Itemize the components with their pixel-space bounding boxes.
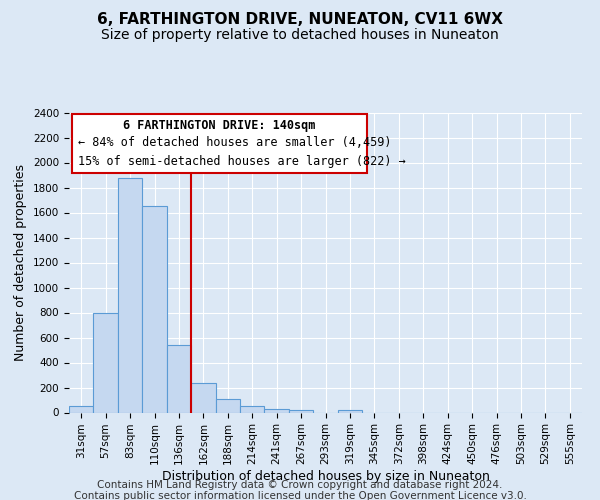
Bar: [191, 383, 215, 412]
Text: 6 FARTHINGTON DRIVE: 140sqm: 6 FARTHINGTON DRIVE: 140sqm: [123, 120, 315, 132]
Bar: [338, 410, 362, 412]
Text: 6, FARTHINGTON DRIVE, NUNEATON, CV11 6WX: 6, FARTHINGTON DRIVE, NUNEATON, CV11 6WX: [97, 12, 503, 28]
Bar: [142, 206, 167, 412]
Bar: [118, 178, 142, 412]
X-axis label: Distribution of detached houses by size in Nuneaton: Distribution of detached houses by size …: [161, 470, 490, 483]
Bar: [94, 312, 118, 412]
Bar: [69, 406, 94, 412]
Text: ← 84% of detached houses are smaller (4,459): ← 84% of detached houses are smaller (4,…: [78, 136, 391, 149]
Bar: [167, 345, 191, 412]
Y-axis label: Number of detached properties: Number of detached properties: [14, 164, 28, 361]
Text: Size of property relative to detached houses in Nuneaton: Size of property relative to detached ho…: [101, 28, 499, 42]
Text: Contains HM Land Registry data © Crown copyright and database right 2024.: Contains HM Land Registry data © Crown c…: [97, 480, 503, 490]
Bar: [289, 410, 313, 412]
FancyBboxPatch shape: [71, 114, 367, 172]
Text: Contains public sector information licensed under the Open Government Licence v3: Contains public sector information licen…: [74, 491, 526, 500]
Bar: [240, 406, 265, 412]
Text: 15% of semi-detached houses are larger (822) →: 15% of semi-detached houses are larger (…: [78, 154, 406, 168]
Bar: [215, 399, 240, 412]
Bar: [265, 409, 289, 412]
